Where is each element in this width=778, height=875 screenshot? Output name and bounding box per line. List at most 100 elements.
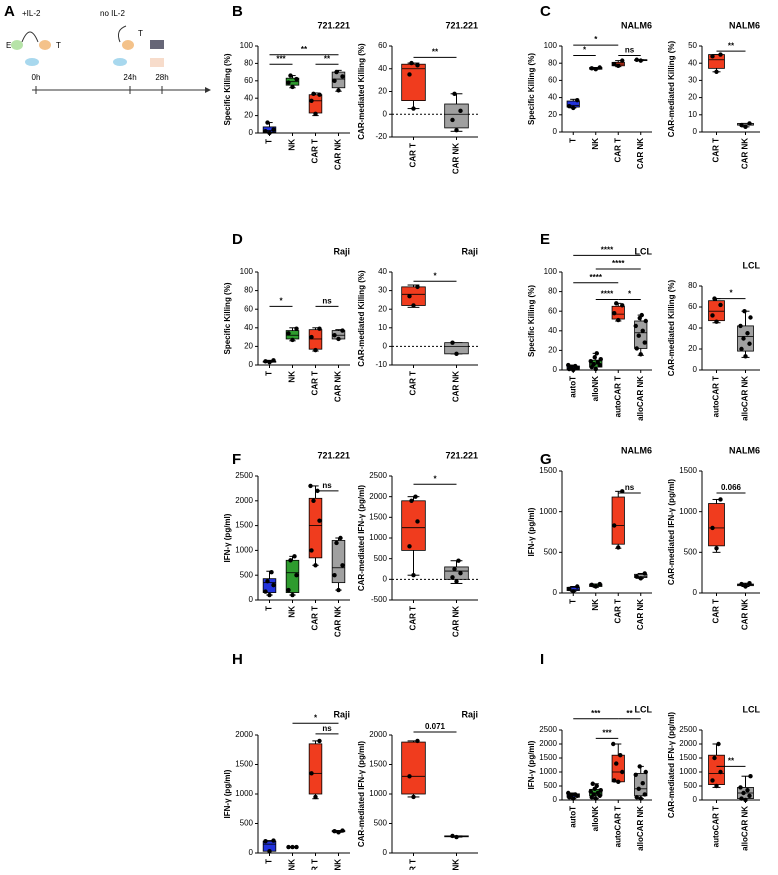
- data-point: [566, 790, 571, 796]
- significance-label: *: [314, 713, 318, 722]
- data-point: [290, 84, 295, 90]
- data-point: [334, 69, 339, 75]
- x-tick-label: autoT: [568, 376, 577, 398]
- y-tick-label: 80: [548, 287, 557, 296]
- data-point: [597, 581, 602, 587]
- x-tick-label: NK: [288, 859, 297, 870]
- data-point: [286, 587, 291, 593]
- significance-label: *: [433, 271, 437, 280]
- data-point: [640, 781, 645, 786]
- y-tick-label: 0: [383, 109, 388, 118]
- significance-label: **: [432, 47, 439, 56]
- y-axis-label: Specific Killing (%): [223, 53, 232, 125]
- y-tick-label: 20: [548, 110, 557, 119]
- y-axis-label: Specific Killing (%): [527, 285, 536, 357]
- y-tick-label: 500: [544, 781, 558, 790]
- x-tick-label: NK: [288, 371, 297, 383]
- data-point: [294, 326, 299, 331]
- box: [401, 500, 426, 551]
- y-tick-label: 40: [688, 58, 697, 67]
- data-point: [450, 340, 455, 345]
- arrow: [118, 25, 127, 43]
- data-point: [743, 797, 748, 803]
- cell-label: T: [56, 41, 61, 50]
- y-tick-label: 50: [688, 41, 697, 50]
- data-point: [415, 519, 420, 524]
- box: [444, 103, 469, 129]
- data-point: [639, 312, 644, 318]
- panel-label: E: [540, 231, 550, 248]
- data-point: [718, 497, 723, 502]
- data-point: [454, 351, 459, 357]
- data-point: [591, 792, 596, 797]
- data-point: [263, 839, 268, 844]
- y-tick-label: 60: [548, 76, 557, 85]
- data-point: [267, 592, 272, 598]
- x-tick-label: CAR NK: [452, 143, 461, 174]
- data-point: [589, 66, 594, 71]
- chart-title: LCL: [743, 260, 761, 270]
- y-tick-label: 2000: [369, 730, 387, 739]
- y-tick-label: 30: [688, 76, 697, 85]
- data-point: [748, 774, 753, 779]
- y-axis-label: IFN-γ (pg/ml): [223, 769, 232, 818]
- x-tick-label: CAR NK: [741, 138, 750, 169]
- significance-label: ***: [276, 54, 286, 63]
- significance-label: ns: [322, 481, 332, 490]
- significance-label: ns: [625, 483, 635, 492]
- data-point: [263, 359, 268, 364]
- data-point: [714, 783, 719, 789]
- data-point: [332, 333, 337, 338]
- chart-title: LCL: [635, 246, 653, 256]
- data-point: [714, 69, 719, 75]
- y-axis-label: CAR-mediated IFN-γ (pg/ml): [357, 485, 366, 592]
- data-point: [567, 586, 572, 592]
- significance-label: *: [583, 46, 587, 55]
- box: [708, 503, 725, 547]
- y-tick-label: -20: [375, 132, 387, 141]
- y-tick-label: 40: [548, 326, 557, 335]
- data-point: [616, 63, 621, 68]
- y-tick-label: 60: [378, 41, 387, 50]
- data-point: [633, 772, 638, 777]
- data-point: [332, 828, 337, 834]
- x-tick-label: T: [265, 371, 274, 376]
- y-tick-label: 1500: [539, 466, 557, 475]
- data-point: [620, 489, 625, 494]
- data-point: [317, 738, 322, 744]
- data-point: [634, 346, 639, 351]
- box: [308, 329, 323, 350]
- data-point: [634, 574, 639, 579]
- data-point: [594, 783, 599, 789]
- data-point: [290, 844, 295, 850]
- data-point: [747, 793, 752, 798]
- data-point: [450, 575, 455, 580]
- significance-label: *: [279, 297, 283, 306]
- x-tick-label: CAR NK: [334, 859, 343, 870]
- y-tick-label: 2000: [235, 496, 253, 505]
- data-point: [411, 303, 416, 308]
- data-point: [573, 792, 578, 797]
- y-tick-label: 0: [553, 365, 558, 374]
- panel-label: B: [232, 3, 243, 20]
- data-point: [620, 303, 625, 308]
- significance-label: ns: [322, 297, 332, 306]
- data-point: [288, 558, 293, 563]
- panel-label: I: [540, 651, 544, 668]
- significance-label: **: [626, 709, 633, 718]
- x-tick-label: T: [568, 138, 577, 143]
- y-tick-label: 40: [378, 267, 387, 276]
- data-point: [710, 54, 715, 59]
- cell-label: T: [138, 29, 143, 38]
- data-point: [456, 558, 461, 563]
- data-point: [407, 72, 412, 77]
- y-axis-label: CAR-mediated IFN-γ (pg/ml): [357, 741, 366, 848]
- data-point: [308, 483, 313, 489]
- y-tick-label: 100: [240, 267, 254, 276]
- panel-label: C: [540, 3, 551, 20]
- data-point: [739, 122, 744, 128]
- x-tick-label: CAR T: [409, 859, 418, 870]
- data-point: [340, 828, 345, 833]
- significance-label: *: [729, 289, 733, 298]
- y-tick-label: -500: [371, 595, 388, 604]
